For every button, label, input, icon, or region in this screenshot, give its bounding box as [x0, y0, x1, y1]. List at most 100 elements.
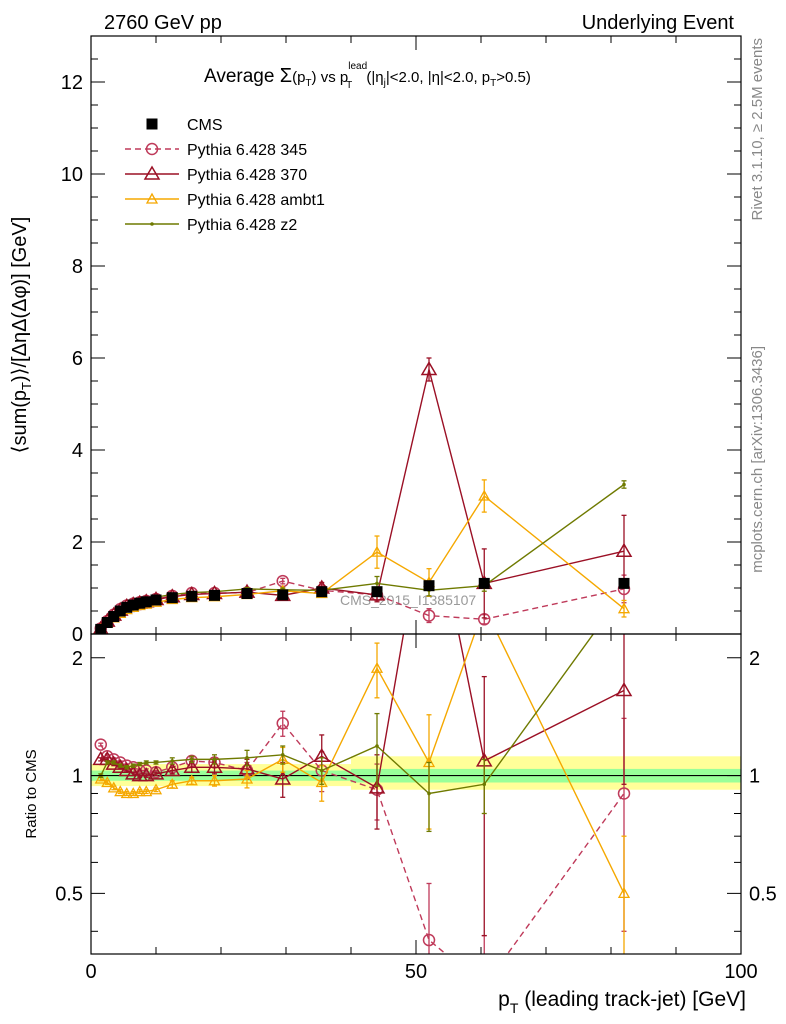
legend-label: Pythia 6.428 345: [187, 142, 307, 159]
ratio-y-tick-label-right: 1: [749, 766, 760, 788]
ratio-data-point: [114, 785, 127, 797]
ratio-data-point: [276, 717, 289, 730]
ratio-data-point: [147, 765, 165, 780]
main-data-point: [166, 592, 178, 604]
ratio-data-point: [245, 756, 249, 760]
ratio-y-tick-label-right: 2: [749, 648, 760, 670]
main-data-point: [114, 605, 126, 617]
ratio-data-point: [185, 774, 198, 786]
legend-marker: [150, 222, 154, 226]
main-data-point: [316, 586, 328, 598]
main-series-pythia-6-428-ambt1: [94, 479, 631, 634]
ratio-data-point: [140, 785, 153, 797]
ratio-y-tick-label: 0.5: [55, 883, 83, 905]
main-data-point: [371, 586, 383, 598]
ratio-data-point: [212, 757, 217, 762]
main-data-point: [108, 611, 120, 623]
x-tick-label: 100: [724, 961, 757, 983]
rivet-version-label: Rivet 3.1.10, ≥ 2.5M events: [749, 38, 766, 221]
main-data-point: [370, 545, 384, 557]
main-data-point: [615, 542, 633, 557]
ratio-panel-marks: [92, 634, 633, 991]
ratio-y-axis-label: Ratio to CMS: [23, 749, 40, 838]
main-y-tick-label: 12: [61, 72, 83, 94]
legend-entry: CMS: [146, 117, 223, 134]
legend-entry: Pythia 6.428 z2: [125, 217, 297, 234]
ratio-data-point: [170, 759, 175, 763]
legend-marker: [146, 118, 158, 130]
legend-entry: Pythia 6.428 345: [125, 142, 307, 159]
main-data-point: [617, 602, 631, 614]
ratio-y-tick-label-right: 0.5: [749, 883, 777, 905]
ratio-data-point: [315, 776, 328, 788]
ratio-data-point: [118, 763, 123, 768]
main-y-tick-label: 8: [72, 256, 83, 278]
main-data-point: [121, 601, 133, 613]
ratio-data-point: [144, 760, 149, 765]
main-data-point: [140, 596, 152, 608]
x-tick-label: 0: [85, 961, 96, 983]
ratio-data-point: [163, 762, 181, 777]
ratio-data-point: [131, 763, 136, 768]
legend-marker: [145, 142, 159, 156]
ratio-data-point: [427, 791, 431, 796]
main-y-tick-label: 0: [72, 624, 83, 646]
main-data-point: [150, 594, 162, 606]
main-data-point: [209, 589, 220, 601]
ratio-data-point: [368, 779, 386, 794]
header-analysis-label: Underlying Event: [582, 12, 735, 34]
legend-label: CMS: [187, 117, 223, 134]
ratio-uncertainty-bands: [91, 756, 741, 790]
ratio-data-point: [111, 760, 116, 765]
ratio-data-point: [94, 772, 107, 784]
main-y-tick-label: 4: [72, 440, 83, 462]
legend-label: Pythia 6.428 370: [187, 167, 307, 184]
main-data-point: [241, 588, 253, 600]
main-y-tick-label: 2: [72, 532, 83, 554]
main-series-cms: [95, 577, 630, 634]
main-y-tick-label: 6: [72, 348, 83, 370]
ratio-data-point: [206, 758, 223, 774]
ratio-data-point: [370, 661, 384, 673]
x-tick-label: 50: [405, 961, 427, 983]
ratio-data-point: [479, 980, 490, 991]
x-axis-label: pT (leading track-jet) [GeV]: [498, 988, 746, 1016]
ratio-data-point: [319, 768, 324, 773]
ratio-data-point: [124, 765, 129, 770]
main-data-point: [375, 581, 379, 586]
main-data-point: [95, 623, 107, 634]
main-data-point: [618, 577, 630, 589]
mcplots-label: mcplots.cern.ch [arXiv:1306.3436]: [749, 346, 766, 573]
ratio-data-point: [274, 770, 292, 785]
main-data-point: [420, 361, 438, 376]
ratio-data-point: [615, 681, 633, 697]
main-data-point: [101, 617, 113, 628]
ratio-y-tick-label: 2: [72, 648, 83, 670]
main-data-point: [186, 590, 198, 602]
ratio-data-point: [118, 762, 136, 777]
ratio-data-point: [240, 772, 254, 784]
header-energy-label: 2760 GeV pp: [104, 12, 222, 34]
ratio-data-point: [617, 787, 631, 800]
chart-title: Average Σ(pT) vs plead T (|ηj|<2.0, |η|<2…: [204, 61, 531, 91]
ratio-data-point: [120, 787, 133, 799]
main-series-pythia-6-428-z2: [98, 480, 627, 632]
ratio-data-point: [105, 760, 110, 765]
main-data-point: [134, 597, 146, 609]
legend-label: Pythia 6.428 z2: [187, 217, 297, 234]
main-data-point: [622, 482, 626, 487]
ratio-data-point: [422, 933, 436, 947]
main-series-line: [100, 369, 625, 630]
ratio-data-point: [101, 776, 114, 788]
main-data-point: [478, 489, 491, 501]
legend-entry: Pythia 6.428 370: [125, 165, 307, 184]
main-data-point: [277, 589, 289, 601]
ratio-data-point: [208, 774, 221, 786]
main-y-tick-label: 10: [61, 164, 83, 186]
main-y-axis-label: ⟨sum(pT)⟩/[ΔηΔ(Δφ)] [GeV]: [9, 217, 34, 454]
ratio-series-line: [100, 634, 625, 894]
main-data-point: [478, 577, 490, 589]
ratio-data-point: [149, 783, 163, 795]
ratio-data-point: [375, 744, 379, 748]
